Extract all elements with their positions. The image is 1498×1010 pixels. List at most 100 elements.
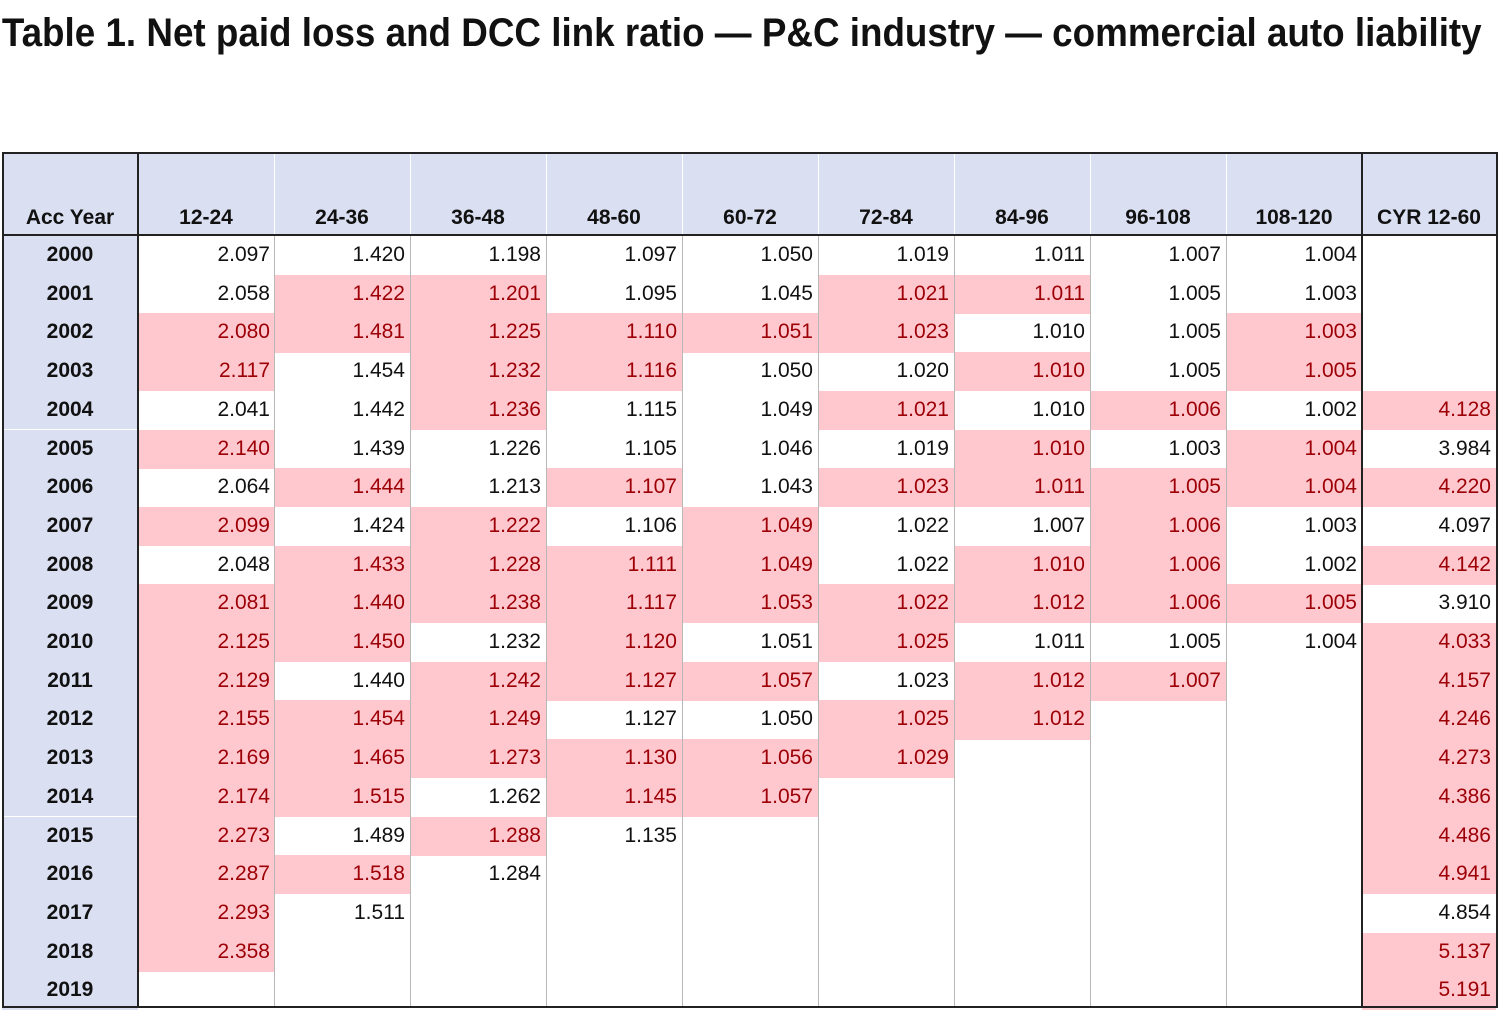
cell-2004-72-84: 1.021 <box>818 390 954 430</box>
cell-2011-36-48: 1.242 <box>410 661 546 701</box>
cell-2009-72-84: 1.022 <box>818 584 954 624</box>
cell-2011-24-36: 1.440 <box>352 668 405 692</box>
cell-2003-24-36: 1.454 <box>352 359 405 383</box>
cell-2013-cyr-12-60: 4.273 <box>1362 739 1496 779</box>
cell-2012-cyr-12-60: 4.246 <box>1362 700 1496 740</box>
cell-2006-36-48: 1.213 <box>488 475 541 499</box>
cell-2005-96-108: 1.003 <box>1168 436 1221 460</box>
column-divider <box>410 235 411 1008</box>
cell-2001-48-60: 1.095 <box>624 281 677 305</box>
row-year-2001: 2001 <box>2 274 138 314</box>
cell-2004-108-120: 1.002 <box>1304 397 1357 421</box>
cell-2000-96-108: 1.007 <box>1168 243 1221 266</box>
cell-2010-84-96: 1.011 <box>1034 630 1085 653</box>
cell-2015-48-60: 1.135 <box>624 823 677 847</box>
cell-2019-cyr-12-60: 5.191 <box>1362 971 1496 1010</box>
cell-2016-12-24: 2.287 <box>139 855 275 895</box>
header-divider <box>410 152 411 235</box>
row-year-2018: 2018 <box>2 932 138 972</box>
cell-2002-48-60: 1.110 <box>546 313 682 353</box>
row-year-2016: 2016 <box>2 855 138 894</box>
cell-2011-60-72: 1.057 <box>682 661 818 701</box>
cell-2002-96-108: 1.005 <box>1168 320 1221 344</box>
cell-2014-48-60: 1.145 <box>546 777 682 817</box>
cell-2008-84-96: 1.010 <box>954 545 1090 585</box>
cell-2017-cyr-12-60: 4.854 <box>1438 900 1491 924</box>
cell-2016-108-120 <box>1226 855 1362 894</box>
cell-2014-cyr-12-60: 4.386 <box>1362 777 1496 817</box>
cell-2008-36-48: 1.228 <box>410 545 546 585</box>
cell-2013-48-60: 1.130 <box>546 739 682 779</box>
cell-2000-108-120: 1.004 <box>1304 243 1357 266</box>
cell-2019-36-48 <box>410 971 546 1010</box>
cell-2014-12-24: 2.174 <box>139 777 275 817</box>
cell-2001-24-36: 1.422 <box>274 274 410 314</box>
header-48-60: 48-60 <box>546 152 682 235</box>
cell-2009-36-48: 1.238 <box>410 584 546 624</box>
cell-2013-60-72: 1.056 <box>682 739 818 779</box>
link-ratio-table: Acc Year 12-24 24-36 36-48 48-60 60-72 72-84 84… <box>2 152 1498 1010</box>
header-24-36: 24-36 <box>274 152 410 235</box>
column-divider <box>682 235 683 1008</box>
cell-2000-48-60: 1.097 <box>624 243 677 266</box>
row-year-2006: 2006 <box>2 468 138 507</box>
row-year-2009: 2009 <box>2 584 138 623</box>
header-divider <box>1226 152 1227 235</box>
cell-2016-72-84 <box>818 855 954 894</box>
cell-2000-36-48: 1.198 <box>488 243 541 266</box>
cell-2012-48-60: 1.127 <box>624 707 677 731</box>
cell-2009-60-72: 1.053 <box>682 584 818 624</box>
cell-2014-24-36: 1.515 <box>274 777 410 817</box>
cell-2017-108-120 <box>1226 894 1362 933</box>
cell-2017-72-84 <box>818 894 954 933</box>
cell-2007-84-96: 1.007 <box>1032 513 1085 537</box>
cell-2011-96-108: 1.007 <box>1090 661 1226 701</box>
row-year-2013: 2013 <box>2 739 138 778</box>
header-divider <box>1090 152 1091 235</box>
cell-2004-12-24: 2.041 <box>217 397 270 421</box>
cell-2004-84-96: 1.010 <box>1032 397 1085 421</box>
cell-2002-24-36: 1.481 <box>274 313 410 353</box>
cell-2012-84-96: 1.012 <box>954 700 1090 740</box>
cell-2015-108-120 <box>1226 817 1362 856</box>
cell-2007-12-24: 2.099 <box>139 506 275 547</box>
cell-2006-72-84: 1.023 <box>818 468 954 508</box>
cell-2013-24-36: 1.465 <box>274 739 410 779</box>
row-year-2008: 2008 <box>2 545 138 585</box>
cell-2010-12-24: 2.125 <box>139 623 275 663</box>
cell-2002-36-48: 1.225 <box>410 313 546 353</box>
cell-2015-12-24: 2.273 <box>139 816 275 856</box>
header-84-96: 84-96 <box>954 152 1090 235</box>
cell-2010-36-48: 1.232 <box>488 630 541 653</box>
header-36-48: 36-48 <box>410 152 546 235</box>
cell-2018-72-84 <box>818 933 954 972</box>
cell-2005-84-96: 1.010 <box>954 429 1090 469</box>
cell-2014-108-120 <box>1226 778 1362 817</box>
cell-2019-60-72 <box>682 971 818 1010</box>
cell-2009-12-24: 2.081 <box>139 584 275 624</box>
row-year-2015: 2015 <box>2 816 138 856</box>
cell-2005-108-120: 1.004 <box>1226 429 1362 469</box>
cell-2007-cyr-12-60: 4.097 <box>1438 513 1491 537</box>
row-year-2017: 2017 <box>2 893 138 933</box>
cell-2009-48-60: 1.117 <box>546 584 682 624</box>
cell-2008-108-120: 1.002 <box>1304 552 1357 576</box>
cell-2015-72-84 <box>818 817 954 856</box>
cell-2005-24-36: 1.439 <box>352 436 405 460</box>
cell-2007-48-60: 1.106 <box>624 513 677 537</box>
cell-2017-84-96 <box>954 894 1090 933</box>
row-year-2019: 2019 <box>2 971 138 1010</box>
header-divider <box>954 152 955 235</box>
cell-2015-cyr-12-60: 4.486 <box>1362 816 1496 856</box>
row-year-2014: 2014 <box>2 777 138 817</box>
cell-2016-60-72 <box>682 855 818 894</box>
cell-2014-72-84 <box>818 778 954 817</box>
cell-2003-84-96: 1.010 <box>954 352 1090 392</box>
row-year-2007: 2007 <box>2 506 138 546</box>
header-divider <box>274 152 275 235</box>
cell-2004-cyr-12-60: 4.128 <box>1362 390 1496 430</box>
row-year-2011: 2011 <box>2 661 138 701</box>
cell-2017-36-48 <box>410 894 546 933</box>
cell-2007-72-84: 1.022 <box>896 513 949 537</box>
cell-2006-48-60: 1.107 <box>546 468 682 508</box>
